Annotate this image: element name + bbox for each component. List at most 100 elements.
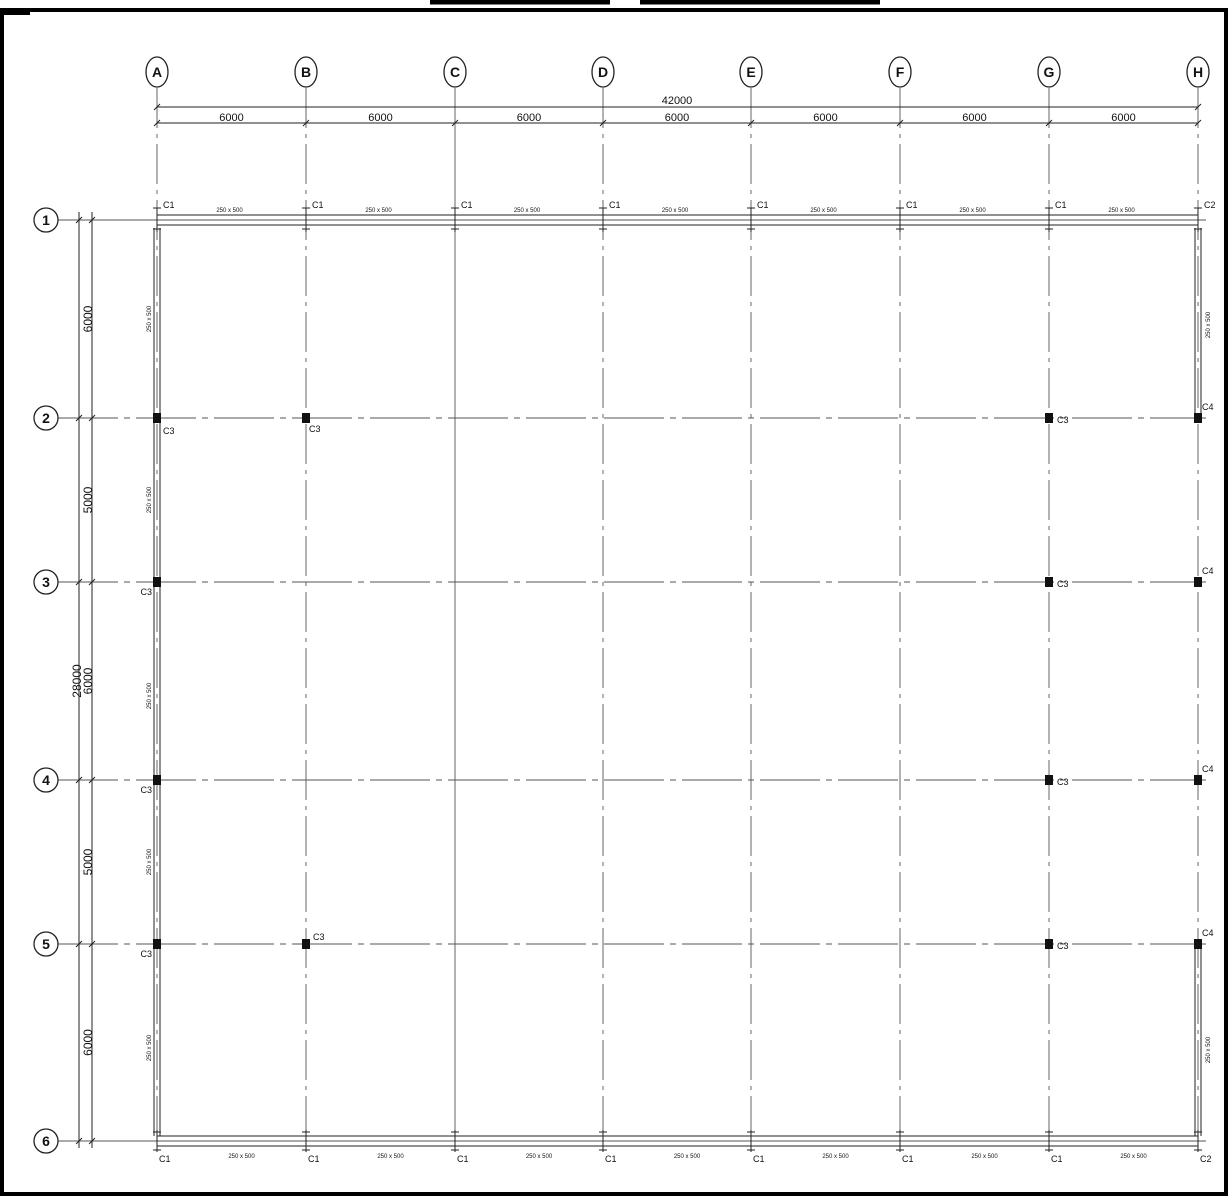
column-tag-H2: C4 xyxy=(1202,402,1214,412)
column-tag-A3: C3 xyxy=(140,587,152,597)
perimeter-beams: 250 x 500 250 x 500 250 x 500 250 x 500 250 … xyxy=(147,208,1212,1160)
beam-size-label-left: 250 x 500 xyxy=(147,305,153,332)
column-G3 xyxy=(1045,577,1053,587)
column-tag-top: C1 xyxy=(757,200,769,210)
grid-bubble-1 xyxy=(33,207,59,233)
dim-tick xyxy=(88,1137,96,1145)
column-tag-H5: C4 xyxy=(1202,928,1214,938)
column-tag-G3: C3 xyxy=(1057,579,1069,589)
column-A5 xyxy=(153,939,161,949)
column-span-dim: 6000 xyxy=(665,112,689,124)
column-tag-top: C1 xyxy=(906,200,918,210)
grid-label-A: A xyxy=(152,64,162,80)
dim-tick xyxy=(1045,119,1053,127)
grid-label-C: C xyxy=(450,64,460,80)
column-tag-top: C1 xyxy=(1055,200,1067,210)
horizontal-grid-lines xyxy=(58,219,1206,1142)
column-tag-G4: C3 xyxy=(1057,777,1069,787)
dim-tick xyxy=(747,119,755,127)
vertical-grid-lines xyxy=(156,88,1199,1152)
column-tags: C1 C1 C1 C1 C1 C1 C1 C1 C1 C1 C1 C1 C1 C1 C2 C2 C3 C3 C3 C4… xyxy=(140,200,1215,1164)
row-span-dim: 5000 xyxy=(81,848,95,875)
column-tag-top: C2 xyxy=(1204,200,1216,210)
column-span-dim: 6000 xyxy=(962,112,986,124)
column-G5 xyxy=(1045,939,1053,949)
grid-label-F: F xyxy=(896,64,905,80)
overall-width-dim: 42000 xyxy=(662,95,693,107)
beam-size-label-top: 250 x 500 xyxy=(959,208,986,214)
grid-bubble-4 xyxy=(33,767,59,793)
column-tag-B2: C3 xyxy=(309,424,321,434)
column-tag-bottom: C1 xyxy=(1051,1154,1063,1164)
beam-size-label-top: 250 x 500 xyxy=(810,208,837,214)
column-tag-G2: C3 xyxy=(1057,415,1069,425)
column-span-dim: 6000 xyxy=(813,112,837,124)
dim-tick xyxy=(88,216,96,224)
beam-size-label-left: 250 x 500 xyxy=(147,1034,153,1061)
beam-size-label-left: 250 x 500 xyxy=(147,848,153,875)
column-span-dim: 6000 xyxy=(368,112,392,124)
beam-size-label-left: 250 x 500 xyxy=(147,682,153,709)
dim-tick xyxy=(88,776,96,784)
column-B5 xyxy=(302,939,310,949)
row-span-dim: 6000 xyxy=(81,1029,95,1056)
dim-tick xyxy=(302,119,310,127)
grid-bubble-3 xyxy=(33,569,59,595)
dim-tick xyxy=(88,940,96,948)
grid-label-6: 6 xyxy=(42,1133,50,1149)
beam-size-label-bottom: 250 x 500 xyxy=(971,1154,998,1160)
column-H4 xyxy=(1194,775,1202,785)
dim-tick xyxy=(75,216,83,224)
grid-label-2: 2 xyxy=(42,410,50,426)
column-G4 xyxy=(1045,775,1053,785)
beam-size-label-bottom: 250 x 500 xyxy=(377,1154,404,1160)
column-H3 xyxy=(1194,577,1202,587)
grid-bubble-C xyxy=(443,56,467,88)
row-span-dim: 6000 xyxy=(81,305,95,332)
beam-size-label-top: 250 x 500 xyxy=(514,208,541,214)
column-tag-A5: C3 xyxy=(140,949,152,959)
grid-bubble-E xyxy=(739,56,763,88)
column-tag-A4: C3 xyxy=(140,785,152,795)
grid-bubble-B xyxy=(294,56,318,88)
column-tag-A2: C3 xyxy=(163,426,175,436)
dim-tick xyxy=(1194,119,1202,127)
dim-tick xyxy=(896,119,904,127)
grid-label-5: 5 xyxy=(42,936,50,952)
dim-tick xyxy=(88,414,96,422)
column-tag-top: C1 xyxy=(609,200,621,210)
column-tag-bottom: C1 xyxy=(457,1154,469,1164)
left-dimension-chain: 28000 6000 5000 6000 5000 6000 xyxy=(70,212,96,1148)
grid-bubble-F xyxy=(888,56,912,88)
column-tag-top: C1 xyxy=(163,200,175,210)
column-H5 xyxy=(1194,939,1202,949)
beam-size-label-bottom: 250 x 500 xyxy=(228,1154,255,1160)
column-A3 xyxy=(153,577,161,587)
grid-bubble-D xyxy=(591,56,615,88)
column-span-dim: 6000 xyxy=(1111,112,1135,124)
grid-label-G: G xyxy=(1044,64,1055,80)
beam-size-label-top: 250 x 500 xyxy=(662,208,689,214)
dim-tick xyxy=(75,578,83,586)
beam-size-label-left: 250 x 500 xyxy=(147,486,153,513)
grid-bubble-6 xyxy=(33,1128,59,1154)
grid-bubble-A xyxy=(145,56,169,88)
column-tag-top: C1 xyxy=(312,200,324,210)
grid-bubble-5 xyxy=(33,931,59,957)
dim-tick xyxy=(1194,103,1202,111)
beam-size-label-bottom: 250 x 500 xyxy=(1120,1154,1147,1160)
dim-tick xyxy=(88,578,96,586)
beam-size-label-bottom: 250 x 500 xyxy=(526,1154,553,1160)
dim-tick xyxy=(75,776,83,784)
dim-tick xyxy=(75,1137,83,1145)
grid-bubble-2 xyxy=(33,405,59,431)
column-markers xyxy=(153,207,1202,1152)
column-B2 xyxy=(302,413,310,423)
grid-label-1: 1 xyxy=(42,212,50,228)
dim-tick xyxy=(451,119,459,127)
grid-label-E: E xyxy=(746,64,755,80)
column-tag-bottom: C1 xyxy=(308,1154,320,1164)
